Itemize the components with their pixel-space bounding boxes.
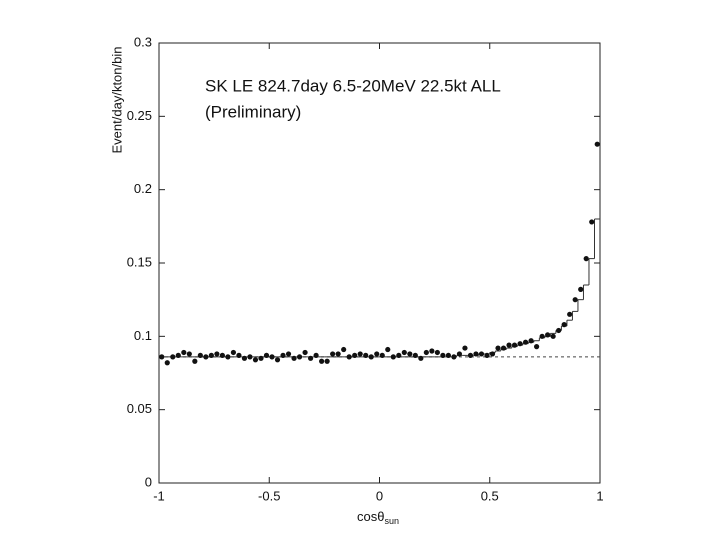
- data-point: [451, 354, 457, 360]
- data-point: [335, 351, 341, 357]
- y-tick-label: 0.05: [127, 401, 152, 416]
- data-point: [473, 351, 479, 357]
- data-point: [385, 346, 391, 353]
- data-point: [186, 351, 192, 357]
- data-point: [583, 256, 589, 262]
- data-point: [495, 345, 501, 351]
- data-point: [285, 351, 292, 357]
- data-point: [407, 351, 413, 357]
- data-point: [578, 286, 584, 292]
- data-point: [181, 349, 187, 356]
- data-point: [225, 354, 231, 360]
- data-point: [319, 358, 325, 364]
- x-axis-label-sub: sun: [384, 516, 399, 526]
- data-point: [462, 345, 468, 351]
- data-point: [346, 354, 352, 360]
- data-point: [363, 352, 369, 358]
- data-point: [484, 352, 490, 358]
- data-point: [291, 355, 297, 361]
- data-point: [517, 341, 523, 347]
- data-point: [434, 349, 440, 356]
- x-tick-label: 0: [376, 488, 383, 503]
- data-point: [556, 327, 562, 334]
- data-point: [269, 354, 275, 360]
- data-point: [506, 342, 512, 348]
- data-point: [330, 351, 336, 357]
- data-point: [572, 297, 578, 303]
- data-point: [561, 322, 567, 328]
- data-point: [489, 351, 496, 357]
- data-point: [390, 354, 396, 360]
- data-point: [247, 354, 253, 360]
- y-tick-label: 0.3: [134, 34, 152, 49]
- data-point: [313, 352, 319, 358]
- data-point: [307, 355, 314, 361]
- data-point: [412, 352, 418, 358]
- y-tick-label: 0: [145, 474, 152, 489]
- x-tick-label: 1: [596, 488, 603, 503]
- chart-subtitle: (Preliminary): [205, 102, 301, 121]
- data-point: [357, 351, 363, 357]
- data-point: [219, 352, 225, 358]
- data-point: [418, 355, 424, 361]
- data-point: [456, 351, 463, 357]
- data-point: [192, 358, 198, 364]
- data-point: [594, 141, 600, 147]
- data-point: [302, 349, 308, 356]
- data-point: [567, 311, 573, 317]
- data-point: [197, 352, 203, 358]
- data-point: [545, 332, 551, 338]
- data-point: [478, 351, 485, 357]
- data-point: [230, 349, 237, 356]
- data-point: [589, 219, 595, 225]
- data-point: [252, 357, 259, 363]
- x-tick-label: -1: [153, 488, 165, 503]
- data-point: [324, 358, 330, 364]
- y-tick-label: 0.2: [134, 181, 152, 196]
- data-point: [241, 355, 248, 361]
- x-axis-label-main: cosθ: [357, 509, 384, 524]
- data-point: [214, 351, 220, 357]
- data-point: [396, 352, 402, 358]
- data-point: [429, 348, 435, 354]
- data-point: [440, 352, 446, 358]
- data-point: [522, 339, 529, 345]
- data-point: [445, 352, 452, 358]
- data-point: [341, 346, 347, 353]
- y-tick-label: 0.25: [127, 108, 152, 123]
- data-point: [170, 354, 176, 360]
- data-point: [401, 349, 407, 356]
- data-point: [528, 338, 534, 344]
- data-point: [159, 354, 165, 360]
- data-point: [280, 352, 286, 358]
- data-point: [539, 333, 545, 339]
- data-point: [467, 352, 474, 358]
- data-point: [500, 345, 507, 351]
- data-point: [374, 351, 380, 357]
- data-point: [274, 357, 281, 363]
- data-point: [511, 342, 518, 348]
- data-point: [368, 354, 374, 360]
- data-point: [550, 333, 556, 339]
- x-axis-label: cosθsun: [357, 509, 399, 526]
- data-point: [236, 352, 242, 358]
- data-point: [379, 352, 385, 358]
- data-point: [423, 349, 429, 356]
- x-tick-label: 0.5: [481, 488, 499, 503]
- y-tick-label: 0.1: [134, 328, 152, 343]
- data-point: [352, 352, 358, 358]
- data-point: [534, 344, 540, 350]
- x-tick-label: -0.5: [258, 488, 280, 503]
- data-point: [258, 355, 264, 361]
- y-axis-label: Event/day/kton/bin: [109, 47, 124, 154]
- y-tick-label: 0.15: [127, 254, 152, 269]
- data-point: [175, 352, 181, 358]
- data-point: [208, 352, 214, 358]
- data-point: [203, 354, 209, 360]
- data-point: [263, 352, 270, 358]
- data-point: [164, 360, 170, 366]
- data-point: [296, 354, 303, 360]
- chart-title: SK LE 824.7day 6.5-20MeV 22.5kt ALL: [205, 76, 501, 95]
